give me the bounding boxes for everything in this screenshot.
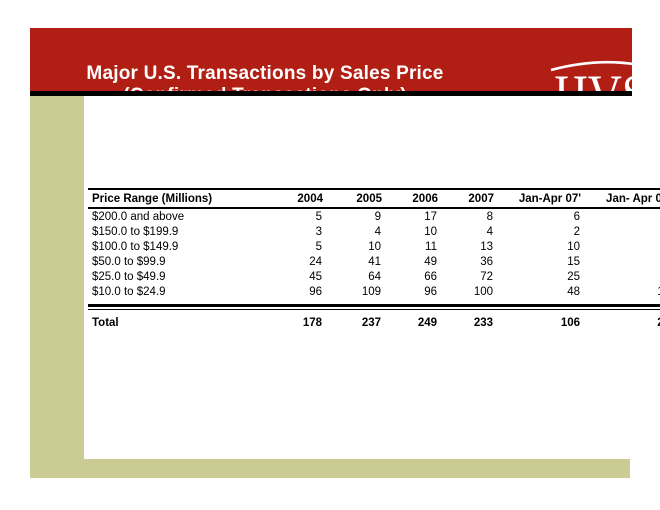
col-header-jan-apr-07: Jan-Apr 07' bbox=[494, 188, 581, 209]
cell-value: 3 bbox=[315, 225, 322, 238]
cell-value: 64 bbox=[368, 270, 381, 283]
cell-value: 96 bbox=[424, 285, 437, 298]
transactions-table-container: Price Range (Millions) 2004 2005 2006 20… bbox=[88, 188, 660, 332]
row-label: $150.0 to $199.9 bbox=[92, 225, 179, 238]
row-label: $100.0 to $149.9 bbox=[92, 240, 179, 253]
total-value: 106 bbox=[560, 317, 580, 329]
cell-value: 6 bbox=[573, 210, 580, 223]
total-value: 178 bbox=[302, 317, 322, 329]
table-row: $200.0 and above 5 9 17 8 6 0 bbox=[88, 208, 660, 224]
cell-value: 25 bbox=[567, 270, 580, 283]
table-row: $50.0 to $99.9 24 41 49 36 15 6 bbox=[88, 254, 660, 269]
cell-value: 17 bbox=[424, 210, 437, 223]
col-header-jan-apr-08: Jan- Apr 08' bbox=[581, 188, 660, 209]
col-header-2007: 2007 bbox=[438, 188, 494, 209]
row-label: $50.0 to $99.9 bbox=[92, 255, 166, 268]
total-divider-rule bbox=[88, 299, 660, 314]
row-label: $10.0 to $24.9 bbox=[92, 285, 166, 298]
cell-value: 109 bbox=[361, 285, 381, 298]
total-value: 21 bbox=[581, 314, 660, 332]
left-accent-bar bbox=[30, 96, 84, 478]
cell-value: 45 bbox=[309, 270, 322, 283]
cell-value: 36 bbox=[480, 255, 493, 268]
page-title-line2: (Confirmed Transactions Only) bbox=[60, 85, 470, 107]
total-label: Total bbox=[92, 317, 119, 329]
cell-value: 10 bbox=[368, 240, 381, 253]
cell-value: 0 bbox=[581, 224, 660, 239]
cell-value: 3 bbox=[581, 269, 660, 284]
cell-value: 41 bbox=[368, 255, 381, 268]
total-value: 249 bbox=[417, 317, 437, 329]
cell-value: 96 bbox=[309, 285, 322, 298]
total-value: 233 bbox=[473, 317, 493, 329]
cell-value: 13 bbox=[480, 240, 493, 253]
total-value: 237 bbox=[361, 317, 381, 329]
table-row: $25.0 to $49.9 45 64 66 72 25 3 bbox=[88, 269, 660, 284]
cell-value: 49 bbox=[424, 255, 437, 268]
cell-value: 24 bbox=[309, 255, 322, 268]
cell-value: 2 bbox=[573, 225, 580, 238]
cell-value: 10 bbox=[567, 240, 580, 253]
header-banner: Major U.S. Transactions by Sales Price (… bbox=[30, 28, 650, 120]
logo-arch-icon bbox=[550, 60, 650, 72]
page-title-line1: Major U.S. Transactions by Sales Price bbox=[86, 63, 444, 84]
banner-underline-bar bbox=[30, 91, 632, 96]
thick-thin-rule bbox=[88, 303, 660, 310]
table-row: $10.0 to $24.9 96 109 96 100 48 12 bbox=[88, 284, 660, 299]
cell-value: 66 bbox=[424, 270, 437, 283]
col-header-2006: 2006 bbox=[382, 188, 438, 209]
cell-value: 0 bbox=[581, 239, 660, 254]
cell-value: 100 bbox=[473, 285, 493, 298]
table-row: $150.0 to $199.9 3 4 10 4 2 0 bbox=[88, 224, 660, 239]
cell-value: 0 bbox=[581, 208, 660, 224]
cell-value: 15 bbox=[567, 255, 580, 268]
cell-value: 8 bbox=[486, 210, 493, 223]
cell-value: 9 bbox=[374, 210, 381, 223]
table-row: $100.0 to $149.9 5 10 11 13 10 0 bbox=[88, 239, 660, 254]
col-header-price-range: Price Range (Millions) bbox=[88, 188, 267, 209]
cell-value: 6 bbox=[581, 254, 660, 269]
row-label: $200.0 and above bbox=[92, 210, 185, 223]
row-label: $25.0 to $49.9 bbox=[92, 270, 166, 283]
cell-value: 4 bbox=[374, 225, 381, 238]
transactions-table: Price Range (Millions) 2004 2005 2006 20… bbox=[88, 188, 660, 332]
cell-value: 48 bbox=[567, 285, 580, 298]
page-title: Major U.S. Transactions by Sales Price (… bbox=[60, 63, 470, 107]
table-header-row: Price Range (Millions) 2004 2005 2006 20… bbox=[88, 188, 660, 209]
cell-value: 72 bbox=[480, 270, 493, 283]
total-row: Total 178 237 249 233 106 21 bbox=[88, 314, 660, 332]
bottom-accent-bar bbox=[30, 459, 630, 478]
cell-value: 5 bbox=[315, 210, 322, 223]
cell-value: 12 bbox=[581, 284, 660, 299]
col-header-2004: 2004 bbox=[267, 188, 323, 209]
cell-value: 10 bbox=[424, 225, 437, 238]
cell-value: 11 bbox=[425, 240, 437, 253]
col-header-2005: 2005 bbox=[323, 188, 382, 209]
cell-value: 4 bbox=[486, 225, 493, 238]
hvs-logo: HVS bbox=[550, 60, 650, 120]
cell-value: 5 bbox=[315, 240, 322, 253]
